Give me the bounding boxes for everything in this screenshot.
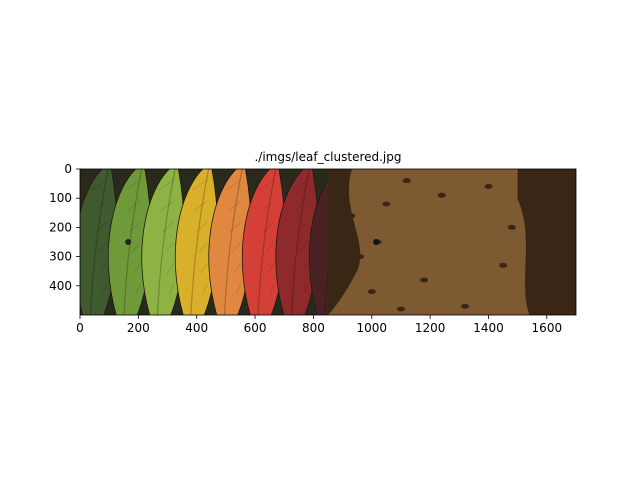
leaf-vein <box>194 200 208 211</box>
leaf-vein <box>91 179 108 191</box>
leaf-vein <box>158 179 175 191</box>
cluster-speckle <box>367 289 376 295</box>
x-tick-label: 1000 <box>356 321 387 335</box>
cluster-region-dark <box>517 169 576 315</box>
leaf-vein <box>235 283 242 295</box>
leaf-vein <box>298 242 309 253</box>
cluster-speckle <box>420 277 429 283</box>
x-tick-label: 800 <box>302 321 325 335</box>
leaf-vein <box>125 179 141 191</box>
leaf-vein <box>259 179 275 191</box>
leaf-vein <box>225 179 242 191</box>
y-tick-label: 300 <box>49 250 72 264</box>
x-tick-label: 200 <box>127 321 150 335</box>
x-tick-label: 0 <box>76 321 84 335</box>
leaf-vein <box>196 221 208 232</box>
cluster-region-dark <box>328 169 361 315</box>
leaf-vein <box>164 242 175 253</box>
leaf-vein <box>135 283 141 295</box>
leaf-midrib <box>257 169 277 315</box>
leaf-midrib <box>223 169 243 315</box>
leaf-vein <box>233 263 242 274</box>
cluster-spot <box>373 239 380 245</box>
cluster-speckle <box>507 224 516 230</box>
cluster-speckle <box>382 201 391 207</box>
leaf-midrib <box>89 169 109 315</box>
leaf-vein <box>198 242 208 253</box>
leaf-vein <box>95 221 108 232</box>
leaf-vein <box>265 242 275 253</box>
leaf-midrib <box>290 169 310 315</box>
axes-frame <box>79 168 577 316</box>
leaf-vein <box>231 242 242 253</box>
clustered-leaf-panel <box>328 169 576 315</box>
leaf-vein <box>160 200 175 211</box>
leaf-vein <box>202 283 208 295</box>
x-tick-label: 400 <box>185 321 208 335</box>
cluster-speckle <box>499 262 508 268</box>
y-tick-label: 400 <box>49 279 72 293</box>
leaf-spot <box>125 239 132 245</box>
leaf-midrib <box>190 169 210 315</box>
leaf-vein <box>294 200 309 211</box>
leaf-vein <box>229 221 242 232</box>
x-tick-label: 1200 <box>415 321 446 335</box>
leaf-vein <box>296 221 309 232</box>
leaf-vein <box>269 283 275 295</box>
cluster-speckle <box>396 306 405 312</box>
leaf-vein <box>302 283 309 295</box>
image-display <box>80 169 576 315</box>
leaf-vein <box>162 221 175 232</box>
x-axis: 0 200 400 600 800 1000 1200 1400 1600 <box>76 315 562 335</box>
y-tick-label: 100 <box>49 191 72 205</box>
leaf-vein <box>300 263 309 274</box>
leaf-vein <box>127 200 141 211</box>
y-axis: 0 100 200 300 400 <box>49 162 80 293</box>
leaf-vein <box>93 200 108 211</box>
leaf-vein <box>200 263 208 274</box>
leaf-vein <box>101 283 108 295</box>
leaf-vein <box>261 200 275 211</box>
x-tick-label: 600 <box>244 321 267 335</box>
cluster-speckle <box>461 303 470 309</box>
leaf-vein <box>227 200 242 211</box>
cluster-speckle <box>437 192 446 198</box>
y-tick-label: 200 <box>49 220 72 234</box>
x-tick-label: 1400 <box>473 321 504 335</box>
cluster-speckle <box>338 184 347 190</box>
original-leaf-panel <box>80 169 352 315</box>
leaf-vein <box>131 242 141 253</box>
leaf-vein <box>129 221 141 232</box>
leaf-midrib <box>156 169 176 315</box>
leaf-vein <box>267 263 275 274</box>
cluster-speckle <box>484 184 493 190</box>
cluster-speckle <box>356 254 365 260</box>
leaf-vein <box>133 263 141 274</box>
leaf-vein <box>263 221 275 232</box>
cluster-speckle <box>402 178 411 184</box>
cluster-speckle <box>347 213 356 219</box>
chart-title: ./imgs/leaf_clustered.jpg <box>254 150 401 164</box>
leaf-vein <box>168 283 175 295</box>
y-tick-label: 0 <box>64 162 72 176</box>
leaf-vein <box>292 179 309 191</box>
leaf-vein <box>192 179 208 191</box>
leaf-vein <box>97 242 108 253</box>
leaf-vein <box>166 263 175 274</box>
leaf-vein <box>99 263 108 274</box>
x-tick-label: 1600 <box>532 321 563 335</box>
